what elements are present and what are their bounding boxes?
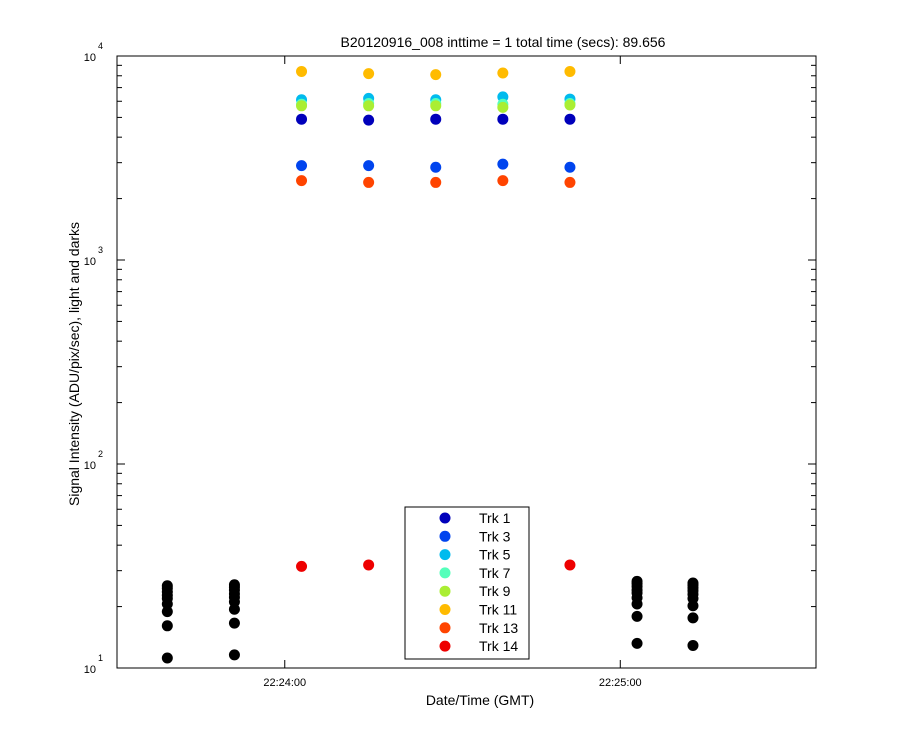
dark-point	[687, 612, 699, 624]
point-trk-11	[430, 69, 442, 81]
point-trk-13	[430, 176, 442, 188]
dark-point	[161, 652, 173, 664]
legend-marker-trk-5	[439, 549, 451, 561]
legend-marker-trk-3	[439, 530, 451, 542]
point-trk-3	[564, 161, 576, 173]
legend-label-trk-9: Trk 9	[479, 583, 511, 599]
y-tick-label: 10	[84, 664, 96, 676]
legend-marker-trk-7	[439, 567, 451, 579]
legend-marker-trk-14	[439, 640, 451, 652]
point-trk-9	[296, 100, 308, 112]
dark-point	[631, 610, 643, 622]
dark-point	[161, 620, 173, 632]
y-tick-label: 10	[84, 460, 96, 472]
legend-marker-trk-9	[439, 585, 451, 597]
legend-label-trk-3: Trk 3	[479, 528, 511, 544]
legend-marker-trk-13	[439, 622, 451, 634]
point-trk-3	[497, 158, 509, 170]
legend-label-trk-11: Trk 11	[479, 602, 517, 618]
legend-marker-trk-11	[439, 604, 451, 615]
point-trk-3	[296, 160, 308, 172]
point-trk-1	[497, 113, 509, 125]
dark-point	[161, 580, 173, 592]
y-axis-label: Signal Intensity (ADU/pix/sec), light an…	[66, 222, 82, 506]
point-trk-1	[296, 113, 308, 125]
point-trk-9	[564, 99, 576, 111]
dark-point	[631, 637, 643, 649]
point-trk-13	[363, 176, 375, 188]
legend-label-trk-14: Trk 14	[479, 638, 518, 654]
chart-title: B20120916_008 inttime = 1 total time (se…	[341, 34, 666, 50]
dark-point	[161, 606, 173, 618]
point-trk-1	[430, 113, 442, 125]
point-trk-11	[497, 67, 509, 79]
y-tick-label-exponent: 4	[98, 41, 103, 51]
x-tick-label: 22:24:00	[263, 677, 306, 689]
point-trk-13	[564, 176, 576, 188]
dark-point	[228, 649, 240, 661]
point-trk-3	[363, 160, 375, 172]
point-trk-9	[430, 100, 442, 112]
point-trk-13	[296, 175, 308, 187]
y-tick-label-exponent: 2	[98, 449, 103, 459]
point-trk-14	[296, 560, 308, 572]
dark-point	[631, 575, 643, 587]
legend-label-trk-5: Trk 5	[479, 547, 511, 563]
y-tick-label: 10	[84, 52, 96, 64]
legend-box	[404, 506, 530, 660]
dark-point	[228, 617, 240, 629]
legend-label-trk-13: Trk 13	[479, 620, 518, 636]
dark-point	[687, 577, 699, 589]
x-axis-label: Date/Time (GMT)	[426, 692, 534, 708]
data-points	[161, 65, 699, 664]
point-trk-11	[363, 68, 375, 80]
point-trk-13	[497, 175, 509, 187]
point-trk-14	[363, 559, 375, 571]
point-trk-11	[564, 65, 576, 77]
y-tick-label-exponent: 3	[98, 245, 103, 255]
point-trk-14	[564, 559, 576, 571]
legend-marker-trk-1	[439, 512, 451, 524]
legend-label-trk-7: Trk 7	[479, 565, 511, 581]
dark-point	[228, 579, 240, 591]
point-trk-3	[430, 161, 442, 173]
y-tick-label: 10	[84, 256, 96, 268]
legend-label-trk-1: Trk 1	[479, 510, 511, 526]
point-trk-1	[363, 114, 375, 126]
legend: Trk 1 Trk 3 Trk 5 Trk 7 Trk 9 Trk 11 Trk 13 Trk…	[404, 506, 530, 660]
point-trk-1	[564, 113, 576, 125]
dark-point	[687, 639, 699, 651]
point-trk-9	[363, 100, 375, 112]
axis-ticks	[117, 55, 816, 669]
point-trk-9	[497, 101, 509, 113]
y-tick-label-exponent: 1	[98, 653, 103, 663]
point-trk-11	[296, 65, 308, 77]
x-tick-label: 22:25:00	[599, 677, 642, 689]
